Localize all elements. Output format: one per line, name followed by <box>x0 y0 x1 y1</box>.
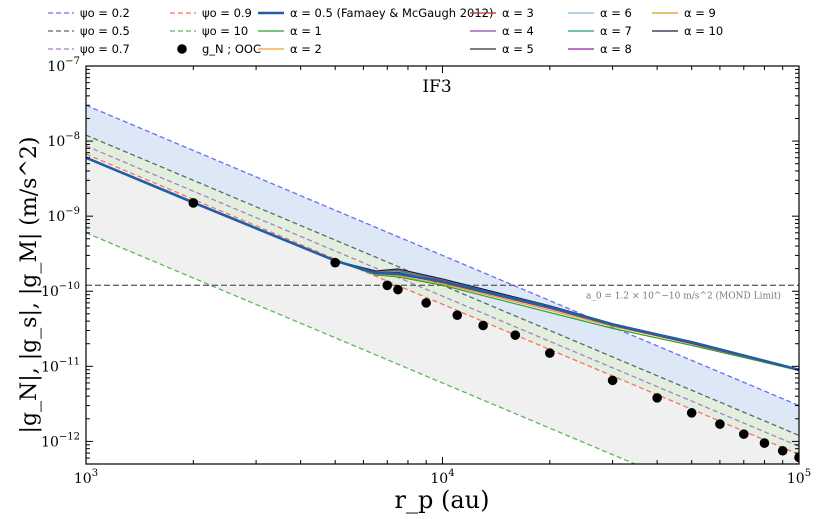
ooc-point <box>393 284 403 295</box>
mond-limit-label: a_0 = 1.2 × 10^−10 m/s^2 (MOND Limit) <box>586 290 781 301</box>
psi-line-o-0-2 <box>86 104 799 407</box>
legend-label: α = 1 <box>290 24 322 38</box>
psi-line-o-0-9 <box>86 153 799 456</box>
y-axis-label: |g_N|, |g_s|, |g_M| (m/s^2) <box>17 137 42 434</box>
ooc-point <box>545 348 555 358</box>
legend-label: α = 9 <box>684 6 716 20</box>
legend-label: g_N ; OOC <box>202 42 261 56</box>
axis-ticks: 103 104 105 10−7 10−8 10−9 10−10 10−11 10−12 <box>41 56 811 487</box>
ooc-point <box>794 452 799 463</box>
ooc-point <box>382 280 393 291</box>
x-tick-label: 103 <box>74 468 98 487</box>
ooc-points <box>188 198 799 463</box>
legend-label: α = 3 <box>502 6 534 20</box>
ooc-point <box>738 429 749 439</box>
legend-label: α = 4 <box>502 24 534 38</box>
ooc-point <box>478 320 488 331</box>
legend-label: α = 5 <box>502 42 534 56</box>
legend-label: ψo = 10 <box>202 24 248 38</box>
legend-label: ψo = 0.7 <box>80 42 130 56</box>
legend-marker <box>177 44 187 54</box>
legend: ψo = 0.2 ψo = 0.5 ψo = 0.7 ψo = 0.9 ψo = 10 g… <box>48 6 723 56</box>
x-axis-label: r_p (au) <box>395 486 490 514</box>
shaded-bands <box>86 105 799 464</box>
y-tick-label: 10−9 <box>47 206 80 225</box>
y-tick-label: 10−11 <box>41 356 80 375</box>
y-tick-label: 10−12 <box>41 431 80 450</box>
ooc-point <box>188 198 199 208</box>
ooc-point <box>759 438 770 448</box>
legend-label: ψo = 0.2 <box>80 6 130 20</box>
ooc-point <box>715 419 725 429</box>
legend-label: α = 8 <box>600 42 632 56</box>
y-tick-label: 10−8 <box>47 131 80 150</box>
legend-label: α = 0.5 (Famaey & McGaugh 2012) <box>290 6 493 20</box>
ooc-point <box>652 393 662 403</box>
ooc-point <box>777 445 788 456</box>
alpha-series <box>86 156 799 372</box>
legend-label: α = 2 <box>290 42 322 56</box>
ooc-point <box>330 257 340 268</box>
ooc-point <box>452 310 463 320</box>
shaded-band-2 <box>86 135 799 455</box>
legend-label: α = 10 <box>684 24 723 38</box>
chart-title: IF3 <box>422 77 451 97</box>
ooc-point <box>421 298 431 308</box>
x-tick-label: 105 <box>787 468 811 487</box>
ooc-point <box>607 375 618 386</box>
legend-label: ψo = 0.5 <box>80 24 130 38</box>
legend-label: α = 6 <box>600 6 632 20</box>
ooc-point <box>510 330 521 340</box>
legend-label: α = 7 <box>600 24 632 38</box>
y-tick-label: 10−10 <box>41 281 80 300</box>
legend-label: ψo = 0.9 <box>202 6 252 20</box>
series-0-5-famaey-mcgaugh-2012 <box>86 156 799 372</box>
y-tick-label: 10−7 <box>47 56 80 75</box>
ooc-point <box>686 408 697 418</box>
shaded-band-1 <box>86 105 799 436</box>
psi-line-o-10 <box>86 232 637 464</box>
psi-line-o-0-7 <box>86 145 799 447</box>
x-tick-label: 104 <box>430 468 454 487</box>
